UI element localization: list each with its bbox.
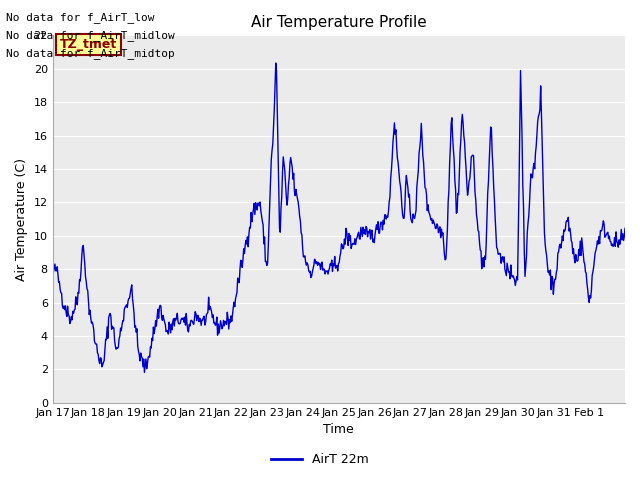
Text: No data for f_AirT_low: No data for f_AirT_low [6,12,155,23]
Title: Air Temperature Profile: Air Temperature Profile [251,15,427,30]
Y-axis label: Air Temperature (C): Air Temperature (C) [15,157,28,280]
Text: TZ_tmet: TZ_tmet [60,38,117,51]
Legend: AirT 22m: AirT 22m [266,448,374,471]
Text: No data for f_AirT_midlow: No data for f_AirT_midlow [6,30,175,41]
X-axis label: Time: Time [323,423,354,436]
Text: No data for f_AirT_midtop: No data for f_AirT_midtop [6,48,175,60]
